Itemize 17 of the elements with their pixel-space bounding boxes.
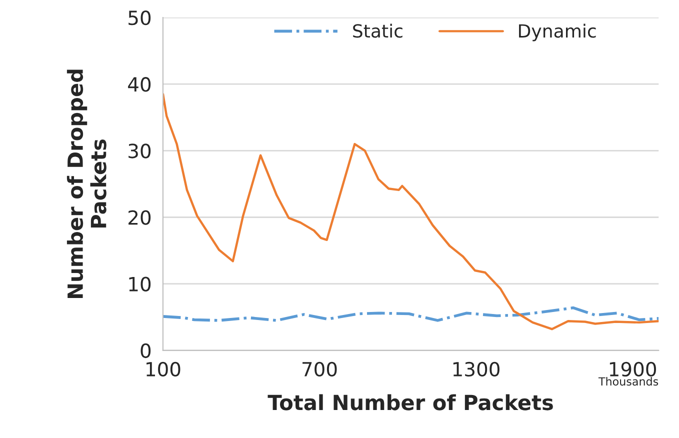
legend-label: Dynamic [519,24,596,42]
legend-label: Static [353,24,402,38]
x-tick-label: 1900 [610,362,656,377]
line-series [162,92,659,330]
line-series [162,306,659,322]
y-tick-label: 50 [128,10,151,26]
x-axis-title: Total Number of Packets [268,394,553,410]
y-tick-label: 20 [128,210,151,225]
x-tick-label: 100 [146,362,180,377]
y-axis-title: Number of Dropped Packets [66,70,106,298]
x-tick-label: 700 [302,362,337,377]
y-tick-label: 0 [140,343,151,358]
y-tick-label: 10 [129,276,151,292]
y-tick-label: 30 [128,144,151,158]
y-tick-label: 40 [128,77,151,92]
text: Thousands [598,377,658,386]
x-tick-label: 1300 [453,362,500,377]
